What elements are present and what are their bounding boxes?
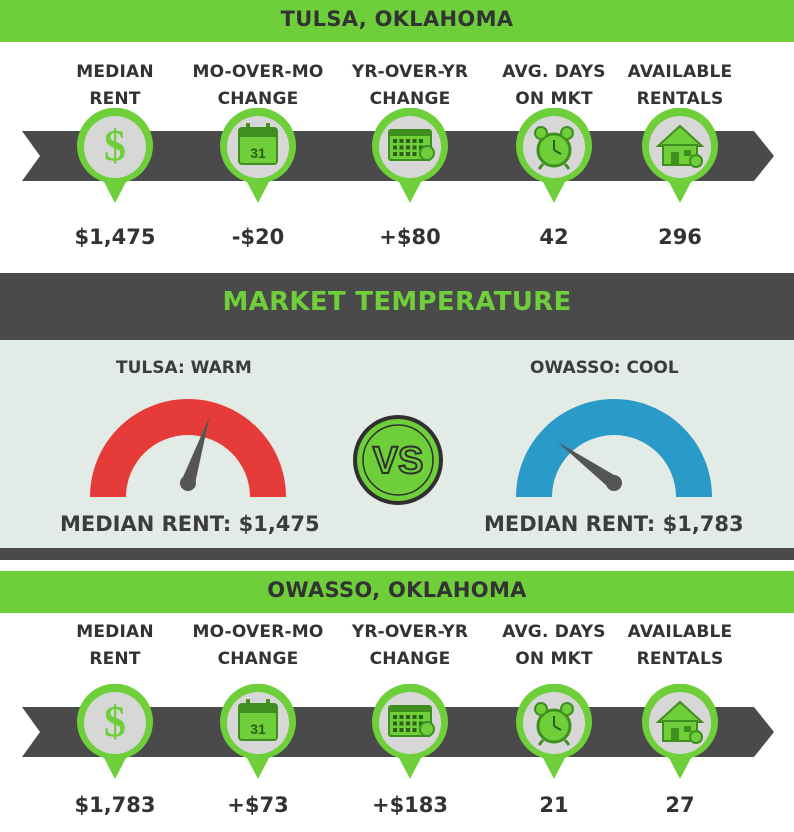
owasso-gauge-arc	[516, 399, 712, 497]
tulsa-stat-pin	[515, 107, 593, 204]
owasso-median-rent: MEDIAN RENT: $1,783	[484, 512, 744, 536]
svg-text:$: $	[104, 697, 126, 746]
owasso-stat-value: 21	[539, 793, 569, 817]
tulsa-column-label: YR-OVER-YR CHANGE	[340, 59, 480, 113]
svg-text:$: $	[104, 121, 126, 170]
owasso-gauge	[516, 399, 712, 497]
market-temperature-title: MARKET TEMPERATURE	[222, 287, 572, 317]
owasso-column-label-line: RENTALS	[636, 649, 724, 669]
tulsa-column-label-line: CHANGE	[369, 89, 451, 109]
owasso-gauge-needle	[557, 441, 619, 489]
house-icon	[642, 107, 718, 203]
tulsa-stat-pin	[641, 107, 719, 204]
owasso-stat-value: $1,783	[74, 793, 156, 817]
owasso-stat-pin	[641, 683, 719, 780]
vs-badge: VS	[353, 415, 443, 505]
tulsa-gauge	[90, 399, 286, 497]
tulsa-column-label-line: AVG. DAYS	[502, 62, 606, 82]
owasso-stat-value: +$183	[371, 793, 449, 817]
owasso-column-label: AVAILABLE RENTALS	[610, 619, 750, 673]
tulsa-column-label-line: RENT	[89, 89, 141, 109]
owasso-column-label: AVG. DAYS ON MKT	[484, 619, 624, 673]
tulsa-column-label: MO-OVER-MO CHANGE	[188, 59, 328, 113]
market-temperature-band: MARKET TEMPERATURE	[0, 273, 794, 340]
owasso-stat-value: +$73	[227, 793, 289, 817]
owasso-column-label-line: AVAILABLE	[627, 622, 733, 642]
tulsa-temperature-label: TULSA: WARM	[116, 358, 252, 378]
dollar-icon: $	[77, 107, 153, 203]
tulsa-stat-value: 42	[539, 225, 569, 249]
owasso-stat-pin	[515, 683, 593, 780]
house-icon	[642, 683, 718, 779]
owasso-column-label-line: AVG. DAYS	[502, 622, 606, 642]
calendar-day-text: 31	[250, 721, 266, 737]
calendar-31-icon: 31	[220, 107, 296, 203]
owasso-stat-value: 27	[665, 793, 695, 817]
owasso-stat-pin	[371, 683, 449, 780]
tulsa-stat-value: 296	[658, 225, 702, 249]
tulsa-stat-pin: 31	[219, 107, 297, 204]
calendar-grid-icon	[372, 683, 448, 779]
alarm-clock-icon	[516, 107, 592, 203]
owasso-column-label-line: MO-OVER-MO	[192, 622, 324, 642]
tulsa-column-label-line: MO-OVER-MO	[192, 62, 324, 82]
tulsa-gauge-hub	[180, 475, 196, 491]
owasso-column-label-line: YR-OVER-YR	[351, 622, 469, 642]
tulsa-column-label-line: MEDIAN	[76, 62, 154, 82]
owasso-column-label-line: RENT	[89, 649, 141, 669]
calendar-grid-icon	[372, 107, 448, 203]
tulsa-median-rent: MEDIAN RENT: $1,475	[60, 512, 320, 536]
owasso-column-label: MEDIAN RENT	[45, 619, 185, 673]
owasso-title: OWASSO, OKLAHOMA	[267, 578, 527, 602]
tulsa-stat-value: +$80	[379, 225, 441, 249]
tulsa-gauge-needle	[181, 416, 210, 486]
owasso-gauge-hub	[606, 475, 622, 491]
calendar-31-icon: 31	[220, 683, 296, 779]
tulsa-column-label-line: ON MKT	[515, 89, 593, 109]
vs-text: VS	[373, 440, 424, 482]
tulsa-column-label: AVAILABLE RENTALS	[610, 59, 750, 113]
owasso-column-label: YR-OVER-YR CHANGE	[340, 619, 480, 673]
tulsa-column-label-line: CHANGE	[217, 89, 299, 109]
tulsa-column-label: AVG. DAYS ON MKT	[484, 59, 624, 113]
tulsa-title: TULSA, OKLAHOMA	[280, 7, 514, 31]
owasso-column-label-line: MEDIAN	[76, 622, 154, 642]
owasso-column-label-line: ON MKT	[515, 649, 593, 669]
owasso-header-band: OWASSO, OKLAHOMA	[0, 571, 794, 613]
tulsa-column-label: MEDIAN RENT	[45, 59, 185, 113]
tulsa-column-label-line: RENTALS	[636, 89, 724, 109]
tulsa-header-band: TULSA, OKLAHOMA	[0, 0, 794, 42]
tulsa-stat-value: $1,475	[74, 225, 156, 249]
owasso-column-label-line: CHANGE	[217, 649, 299, 669]
owasso-column-label-line: CHANGE	[369, 649, 451, 669]
calendar-day-text: 31	[250, 145, 266, 161]
owasso-stat-pin: 31	[219, 683, 297, 780]
market-divider	[0, 548, 794, 560]
tulsa-stat-value: -$20	[231, 225, 285, 249]
owasso-stat-pin: $	[76, 683, 154, 780]
tulsa-stat-pin	[371, 107, 449, 204]
owasso-column-label: MO-OVER-MO CHANGE	[188, 619, 328, 673]
alarm-clock-icon	[516, 683, 592, 779]
owasso-temperature-label: OWASSO: COOL	[530, 358, 679, 378]
tulsa-column-label-line: AVAILABLE	[627, 62, 733, 82]
tulsa-column-label-line: YR-OVER-YR	[351, 62, 469, 82]
tulsa-gauge-arc	[90, 399, 286, 497]
dollar-icon: $	[77, 683, 153, 779]
tulsa-stat-pin: $	[76, 107, 154, 204]
